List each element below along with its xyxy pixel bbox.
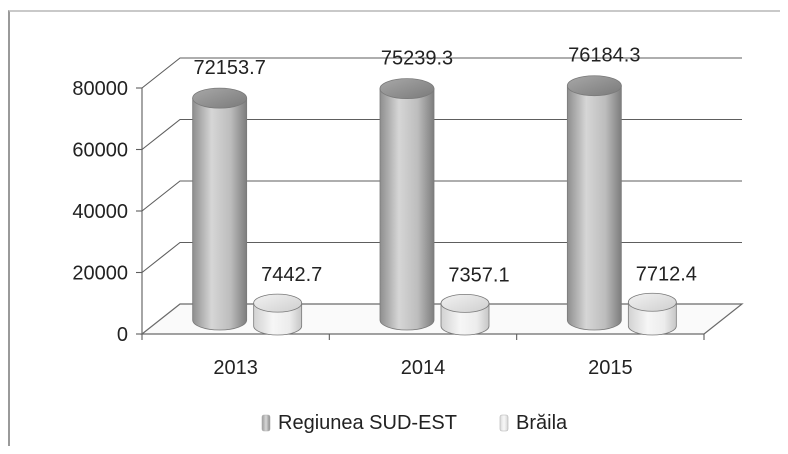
gridline-60000	[141, 118, 742, 150]
bar-regiunea-sud-est-2013-top	[192, 87, 248, 109]
data-label-regiunea-sud-est-2014: 75239.3	[381, 48, 453, 70]
data-label-layer: 72153.7 7442.7 75239.3 7357.1 76184.3 7712.4	[194, 45, 697, 287]
gridline-40000	[141, 180, 742, 212]
legend: Regiunea SUD-EST Brăila	[261, 412, 568, 434]
bar-br-ila-2014	[440, 293, 490, 336]
bar-regiunea-sud-est-2014-top	[379, 78, 435, 100]
legend-label-regiunea-sud-est: Regiunea SUD-EST	[278, 412, 457, 434]
bar-br-ila-2014-top	[440, 293, 490, 313]
bar-br-ila-2015	[627, 292, 677, 336]
chart-frame	[8, 10, 780, 446]
data-label-br-ila-2013: 7442.7	[261, 264, 322, 286]
bar-regiunea-sud-est-2015-top	[566, 75, 622, 97]
legend-item-br-ila: Brăila	[499, 412, 568, 434]
gridline-20000	[141, 241, 742, 273]
bar-regiunea-sud-est-2013-body	[192, 97, 248, 331]
bar-regiunea-sud-est-2013	[192, 87, 248, 331]
data-label-br-ila-2015: 7712.4	[636, 263, 697, 285]
y-tick-label-80000: 80000	[72, 78, 128, 100]
y-tick-label-20000: 20000	[72, 263, 128, 285]
x-tick-label-2015: 2015	[588, 357, 633, 379]
bar-regiunea-sud-est-2015-body	[566, 85, 622, 331]
y-tick-label-40000: 40000	[72, 201, 128, 223]
x-tick-label-2013: 2013	[213, 357, 258, 379]
legend-item-regiunea-sud-est: Regiunea SUD-EST	[261, 412, 457, 434]
bar-regiunea-sud-est-2014-body	[379, 88, 435, 331]
bar-regiunea-sud-est-2015	[566, 75, 622, 331]
legend-label-br-ila: Brăila	[516, 412, 568, 434]
bar-regiunea-sud-est-2014	[379, 78, 435, 331]
bar-layer	[192, 75, 677, 336]
data-label-br-ila-2014: 7357.1	[448, 264, 509, 286]
y-tick-label-0: 0	[117, 324, 128, 346]
data-label-regiunea-sud-est-2013: 72153.7	[194, 57, 266, 79]
bar-br-ila-2013	[253, 293, 303, 336]
data-label-regiunea-sud-est-2015: 76184.3	[568, 45, 640, 67]
bar-br-ila-2015-top	[627, 292, 677, 312]
legend-swatch-regiunea-sud-est	[261, 414, 271, 432]
bar-br-ila-2013-top	[253, 293, 303, 313]
y-tick-label-60000: 60000	[72, 140, 128, 162]
gridline-80000	[141, 57, 742, 89]
category-layer: 2013 2014 2015	[141, 334, 705, 379]
x-tick-label-2014: 2014	[401, 357, 446, 379]
y-tick-layer: 0 20000 40000 60000 80000	[72, 78, 142, 346]
legend-swatch-br-ila	[499, 414, 509, 432]
